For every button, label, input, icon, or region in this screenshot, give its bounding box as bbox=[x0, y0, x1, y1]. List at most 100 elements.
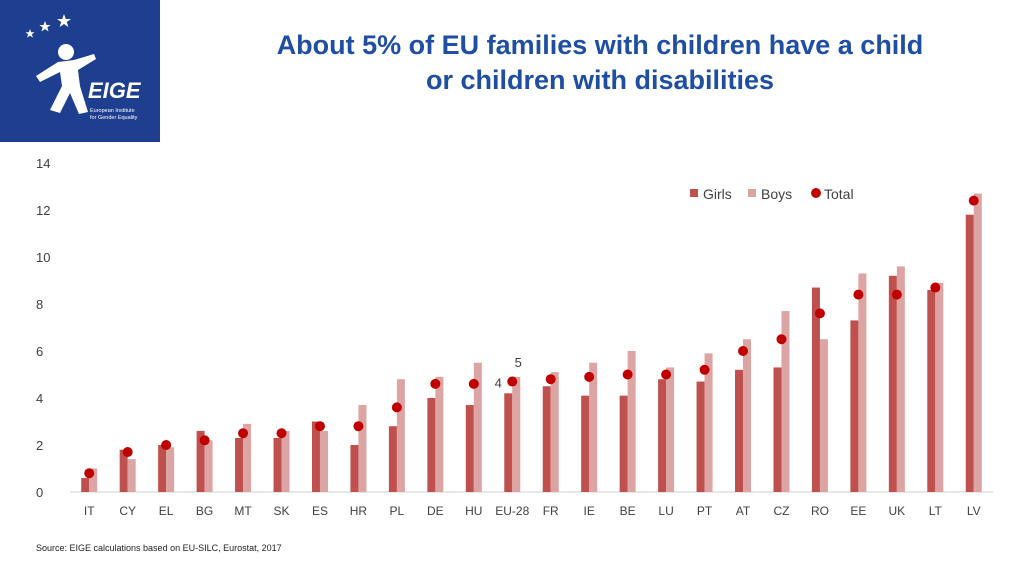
x-tick-label: FR bbox=[543, 504, 559, 518]
dot-total bbox=[622, 369, 633, 380]
bar-boys bbox=[973, 193, 982, 493]
bar-boys bbox=[589, 362, 598, 492]
bar-boys bbox=[396, 379, 405, 492]
x-tick-label: BG bbox=[196, 504, 213, 518]
dot-total bbox=[391, 402, 402, 413]
y-tick-label: 14 bbox=[36, 156, 50, 171]
bar-girls bbox=[504, 393, 513, 492]
bar-girls bbox=[658, 379, 667, 492]
bar-girls bbox=[696, 381, 705, 492]
bar-girls bbox=[158, 445, 167, 492]
dot-total bbox=[853, 289, 864, 300]
bar-boys bbox=[704, 353, 713, 492]
bar-boys bbox=[166, 447, 175, 492]
y-tick-label: 2 bbox=[36, 438, 43, 453]
bar-girls bbox=[465, 405, 474, 492]
legend-swatch-boys bbox=[748, 189, 756, 197]
bar-girls bbox=[735, 369, 744, 492]
legend-swatch-girls bbox=[690, 189, 698, 197]
source-note: Source: EIGE calculations based on EU-SI… bbox=[36, 543, 282, 553]
eige-logo: EIGE European Institute for Gender Equal… bbox=[0, 0, 160, 142]
x-tick-label: CZ bbox=[773, 504, 789, 518]
bar-girls bbox=[427, 398, 436, 492]
bar-boys bbox=[204, 440, 213, 492]
bar-boys bbox=[858, 273, 867, 492]
bar-girls bbox=[811, 287, 820, 492]
bar-girls bbox=[273, 437, 282, 492]
page-title: About 5% of EU families with children ha… bbox=[200, 28, 1000, 98]
bar-boys bbox=[550, 372, 559, 492]
dot-total bbox=[584, 371, 595, 382]
y-tick-label: 10 bbox=[36, 250, 50, 265]
dot-total bbox=[161, 440, 172, 450]
x-tick-label: IE bbox=[584, 504, 595, 518]
bar-boys bbox=[935, 282, 944, 492]
y-tick-label: 0 bbox=[36, 485, 43, 500]
bar-girls bbox=[773, 367, 782, 492]
bar-girls bbox=[888, 275, 897, 492]
x-tick-label: EE bbox=[850, 504, 866, 518]
data-annotation: 5 bbox=[515, 355, 522, 370]
bar-girls bbox=[927, 289, 936, 492]
x-tick-label: SK bbox=[274, 504, 290, 518]
bar-girls bbox=[196, 430, 205, 492]
legend-label-girls: Girls bbox=[703, 186, 732, 202]
x-tick-label: MT bbox=[234, 504, 252, 518]
dot-total bbox=[84, 468, 95, 479]
bar-boys bbox=[666, 367, 675, 492]
bar-girls bbox=[542, 386, 551, 492]
logo-subtitle: European Institute for Gender Equality bbox=[90, 108, 137, 122]
legend-dot-total bbox=[811, 188, 821, 198]
bar-boys bbox=[473, 362, 482, 492]
x-tick-label: HR bbox=[350, 504, 368, 518]
figure-icon bbox=[36, 44, 96, 114]
y-tick-label: 6 bbox=[36, 344, 43, 359]
y-tick-label: 12 bbox=[36, 203, 50, 218]
bar-boys bbox=[819, 339, 828, 492]
dot-total bbox=[430, 378, 441, 389]
bar-girls bbox=[965, 214, 974, 492]
bar-boys bbox=[358, 405, 367, 492]
dot-total bbox=[814, 308, 825, 319]
y-tick-label: 8 bbox=[36, 297, 43, 312]
logo-subtitle-line1: European Institute bbox=[90, 108, 135, 114]
bar-girls bbox=[235, 437, 244, 492]
bar-boys bbox=[89, 468, 98, 492]
x-tick-label: ES bbox=[312, 504, 328, 518]
x-tick-label: BE bbox=[620, 504, 636, 518]
dot-total bbox=[122, 447, 133, 458]
bar-girls bbox=[619, 395, 628, 492]
bar-boys bbox=[435, 376, 444, 492]
dot-total bbox=[968, 195, 979, 206]
dot-total bbox=[199, 435, 210, 446]
bar-girls bbox=[311, 421, 320, 492]
dot-total bbox=[314, 421, 325, 432]
y-tick-label: 4 bbox=[36, 391, 43, 406]
x-tick-label: IT bbox=[84, 504, 95, 518]
x-tick-label: CY bbox=[119, 504, 136, 518]
data-annotation: 4 bbox=[495, 375, 502, 390]
dot-total bbox=[238, 428, 249, 439]
title-line1: About 5% of EU families with children ha… bbox=[276, 30, 924, 60]
dot-total bbox=[930, 282, 941, 293]
x-tick-label: LU bbox=[658, 504, 673, 518]
x-tick-label: LV bbox=[967, 504, 981, 518]
x-tick-label: PL bbox=[390, 504, 405, 518]
bar-boys bbox=[896, 266, 905, 492]
bar-boys bbox=[781, 311, 790, 492]
x-tick-label: EL bbox=[159, 504, 174, 518]
legend-label-boys: Boys bbox=[761, 186, 792, 202]
x-tick-label: PT bbox=[697, 504, 713, 518]
logo-subtitle-line2: for Gender Equality bbox=[90, 115, 138, 121]
x-tick-label: DE bbox=[427, 504, 444, 518]
star-icon bbox=[57, 14, 71, 27]
bar-boys bbox=[512, 376, 521, 492]
dot-total bbox=[891, 289, 902, 300]
x-tick-label: HU bbox=[465, 504, 482, 518]
eige-logo-graphic: EIGE bbox=[25, 14, 142, 114]
bar-boys bbox=[127, 459, 136, 492]
x-tick-label: AT bbox=[736, 504, 751, 518]
dot-total bbox=[507, 376, 518, 387]
bar-boys bbox=[281, 430, 290, 492]
